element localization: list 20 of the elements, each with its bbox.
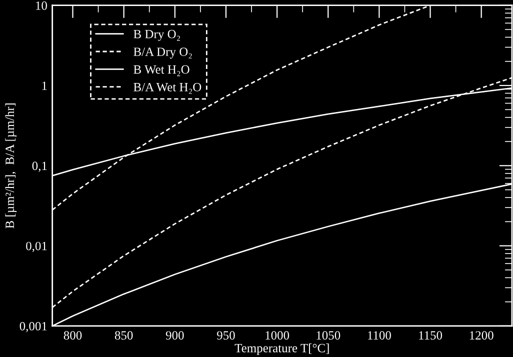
x-tick-label: 900: [166, 331, 184, 340]
legend-label: B/A Dry O₂: [134, 48, 192, 59]
legend-label: B/A Wet H₂O: [134, 82, 202, 94]
legend-label: B Dry O₂: [134, 30, 180, 41]
x-tick-label: 1150: [419, 331, 442, 340]
x-tick-label: 950: [217, 331, 235, 340]
y-tick-label: 0,01: [26, 242, 47, 252]
x-tick-label: 1200: [470, 331, 494, 340]
x-tick-label: 1000: [266, 331, 290, 340]
x-axis-title: Temperature T[°C]: [234, 344, 329, 355]
y-axis-title: B [µm²/hr], B/A [µm/hr]: [5, 104, 17, 228]
x-tick-label: 850: [114, 331, 133, 340]
y-tick-label: 1: [42, 82, 47, 90]
x-tick-label: 1050: [316, 331, 340, 340]
x-tick-label: 1100: [368, 331, 391, 340]
y-tick-label: 0,001: [20, 322, 47, 332]
x-tick-label: 800: [64, 331, 82, 340]
legend-label: B Wet H₂O: [134, 65, 190, 76]
y-tick-label: 0,1: [32, 162, 47, 172]
y-tick-label: 10: [36, 1, 47, 10]
